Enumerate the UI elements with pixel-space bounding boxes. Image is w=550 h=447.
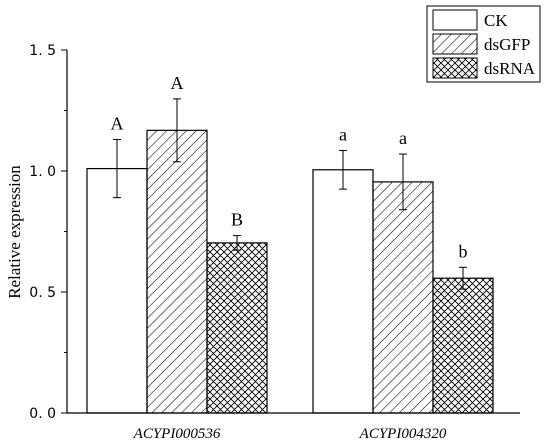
legend-label-dsgfp: dsGFP: [484, 35, 530, 54]
y-tick-label: 0. 5: [29, 285, 56, 301]
y-tick-label: 0. 0: [29, 406, 56, 422]
error-bar-dsrna-1: [233, 235, 241, 251]
error-bar-dsgfp-1: [173, 98, 181, 163]
error-bar-ck-2: [339, 149, 347, 190]
bars-layer: [86, 129, 494, 414]
significance-letter: B: [231, 210, 243, 230]
bar-dsgfp-2: [372, 181, 434, 414]
bar-dsrna-2: [432, 277, 494, 414]
significance-letter: A: [111, 114, 124, 134]
legend: CK dsGFP dsRNA: [426, 5, 541, 83]
legend-swatch-dsgfp: [432, 33, 478, 55]
bar-ck-1: [86, 167, 148, 414]
error-bar-dsgfp-2: [399, 153, 407, 211]
legend-label-ck: CK: [484, 11, 508, 30]
significance-letter: b: [459, 241, 468, 261]
bar-ck-2: [312, 169, 374, 414]
legend-items: CK dsGFP dsRNA: [432, 9, 536, 79]
bar-dsgfp-1: [146, 129, 208, 414]
error-bar-ck-1: [113, 139, 121, 199]
significance-letter: a: [339, 124, 347, 144]
significance-letter: a: [399, 128, 407, 148]
legend-swatch-dsrna: [432, 57, 478, 79]
legend-swatch-ck: [432, 9, 478, 31]
bar-dsrna-1: [206, 242, 268, 414]
y-ticks-layer: 0. 0 0. 5 1. 0 1. 5: [29, 43, 67, 422]
x-categories-layer: ACYPI000536 ACYPI004320: [133, 426, 447, 442]
y-axis-title: Relative expression: [5, 165, 24, 299]
legend-label-dsrna: dsRNA: [484, 59, 536, 78]
x-category-label: ACYPI004320: [359, 426, 447, 442]
y-tick-label: 1. 5: [29, 43, 56, 59]
significance-letters-layer: A A Ba a b: [111, 73, 468, 261]
y-tick-label: 1. 0: [29, 164, 56, 180]
significance-letter: A: [171, 73, 184, 93]
error-bars-layer: [113, 98, 467, 290]
x-category-label: ACYPI000536: [133, 426, 221, 442]
error-bar-dsrna-2: [459, 266, 467, 290]
